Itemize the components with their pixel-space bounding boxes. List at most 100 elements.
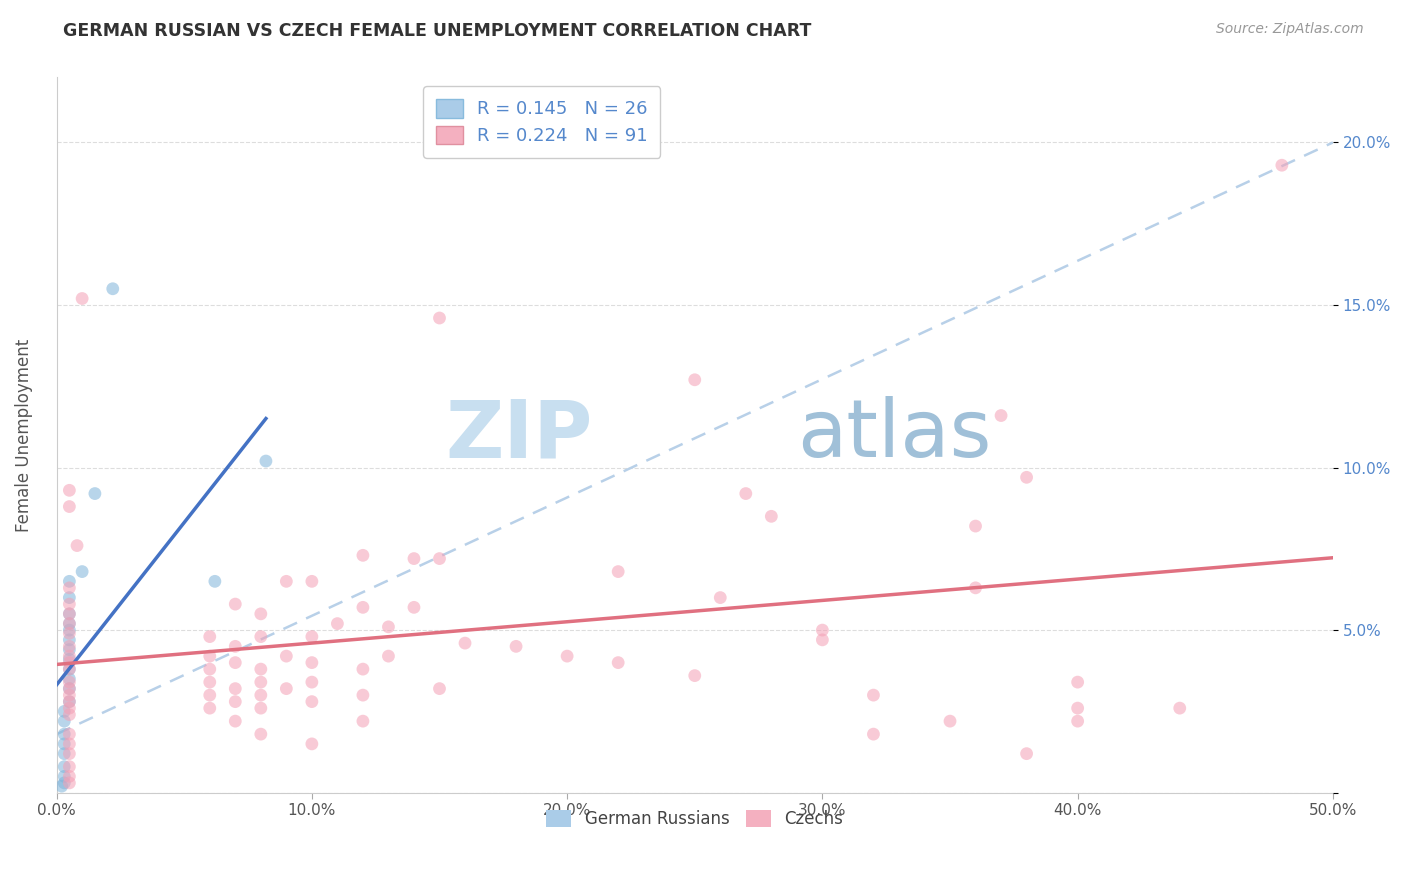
Point <box>709 591 731 605</box>
Point <box>939 714 962 728</box>
Text: Source: ZipAtlas.com: Source: ZipAtlas.com <box>1216 22 1364 37</box>
Point <box>58 649 80 664</box>
Point <box>53 769 76 783</box>
Point <box>301 737 323 751</box>
Point <box>53 727 76 741</box>
Point <box>58 695 80 709</box>
Point <box>58 681 80 696</box>
Point <box>70 292 93 306</box>
Point <box>198 662 221 676</box>
Point <box>58 642 80 657</box>
Point <box>862 727 884 741</box>
Point <box>352 662 374 676</box>
Point <box>429 681 451 696</box>
Point <box>276 649 298 664</box>
Point <box>58 652 80 666</box>
Point <box>58 623 80 637</box>
Point <box>58 597 80 611</box>
Point <box>429 551 451 566</box>
Point <box>58 607 80 621</box>
Point <box>250 662 273 676</box>
Point <box>58 574 80 589</box>
Point <box>58 662 80 676</box>
Point <box>250 688 273 702</box>
Point <box>58 616 80 631</box>
Point <box>734 486 756 500</box>
Point <box>1015 470 1038 484</box>
Point <box>58 591 80 605</box>
Point <box>58 759 80 773</box>
Point <box>1271 158 1294 172</box>
Point <box>58 681 80 696</box>
Point <box>198 701 221 715</box>
Point <box>607 565 630 579</box>
Point <box>811 623 834 637</box>
Point <box>58 701 80 715</box>
Point <box>198 675 221 690</box>
Point <box>58 747 80 761</box>
Point <box>402 551 425 566</box>
Point <box>250 607 273 621</box>
Point <box>58 656 80 670</box>
Point <box>53 759 76 773</box>
Point <box>53 776 76 790</box>
Point <box>58 632 80 647</box>
Point <box>1066 714 1088 728</box>
Point <box>1066 675 1088 690</box>
Point <box>53 714 76 728</box>
Point <box>224 681 246 696</box>
Y-axis label: Female Unemployment: Female Unemployment <box>15 338 32 532</box>
Point <box>505 640 527 654</box>
Point <box>58 727 80 741</box>
Point <box>250 701 273 715</box>
Point <box>224 695 246 709</box>
Point <box>811 632 834 647</box>
Point <box>301 695 323 709</box>
Point <box>58 707 80 722</box>
Point <box>683 668 706 682</box>
Point <box>352 714 374 728</box>
Point <box>429 311 451 326</box>
Point <box>352 688 374 702</box>
Point <box>58 769 80 783</box>
Point <box>58 662 80 676</box>
Point <box>250 675 273 690</box>
Point <box>990 409 1012 423</box>
Point <box>58 500 80 514</box>
Point <box>965 581 987 595</box>
Point <box>965 519 987 533</box>
Point <box>58 626 80 640</box>
Point <box>198 688 221 702</box>
Point <box>83 486 105 500</box>
Text: GERMAN RUSSIAN VS CZECH FEMALE UNEMPLOYMENT CORRELATION CHART: GERMAN RUSSIAN VS CZECH FEMALE UNEMPLOYM… <box>63 22 811 40</box>
Point <box>224 597 246 611</box>
Point <box>204 574 226 589</box>
Legend: German Russians, Czechs: German Russians, Czechs <box>540 803 849 834</box>
Point <box>555 649 578 664</box>
Point <box>352 600 374 615</box>
Point <box>250 727 273 741</box>
Point <box>66 539 89 553</box>
Point <box>254 454 277 468</box>
Point <box>402 600 425 615</box>
Point <box>683 373 706 387</box>
Point <box>377 620 399 634</box>
Point <box>276 681 298 696</box>
Point <box>1168 701 1191 715</box>
Point <box>58 688 80 702</box>
Point <box>58 776 80 790</box>
Point <box>198 630 221 644</box>
Point <box>1015 747 1038 761</box>
Point <box>58 483 80 498</box>
Point <box>1066 701 1088 715</box>
Point <box>53 737 76 751</box>
Point <box>301 675 323 690</box>
Point <box>454 636 477 650</box>
Point <box>58 616 80 631</box>
Point <box>53 747 76 761</box>
Point <box>58 640 80 654</box>
Point <box>101 282 124 296</box>
Point <box>301 656 323 670</box>
Point <box>250 630 273 644</box>
Point <box>58 675 80 690</box>
